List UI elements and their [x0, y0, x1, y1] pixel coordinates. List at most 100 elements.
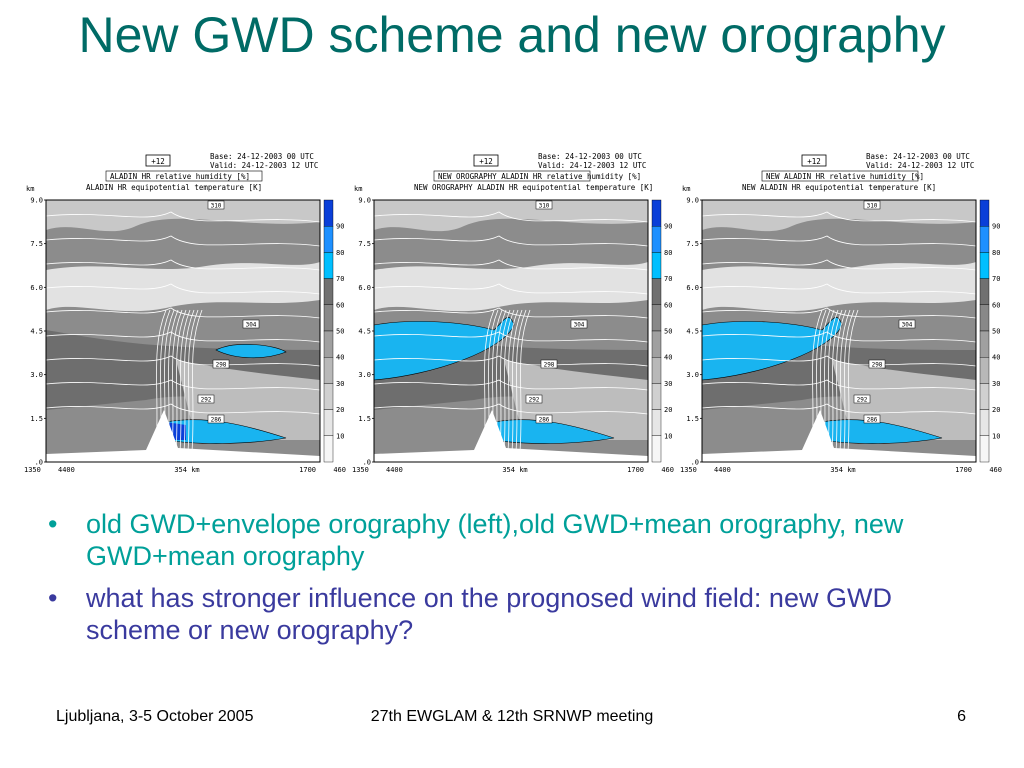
- colorbar-segment: [323, 435, 334, 463]
- contour-line: [45, 259, 321, 271]
- band-middle: [46, 262, 320, 312]
- contour-label: 286: [867, 417, 878, 424]
- wave-contour: [499, 309, 511, 453]
- base-time: Base: 24-12-2003 00 UTC: [538, 152, 642, 161]
- contour-label-box: [868, 359, 886, 369]
- band-upper: [702, 200, 976, 232]
- moist-area-lower: [493, 419, 615, 444]
- y-tick-label: 9.0: [686, 197, 699, 205]
- wave-contour: [511, 309, 523, 453]
- colorbar-segment: [323, 409, 334, 437]
- contour-line: [45, 307, 321, 319]
- contour-line: [701, 211, 977, 223]
- contour-line: [701, 331, 977, 343]
- x-label-left-2: 4400: [58, 466, 75, 474]
- contour-label-box: [242, 319, 260, 329]
- x-label-right-1: 1700: [627, 466, 644, 474]
- band-upper: [374, 200, 648, 232]
- footer-page-number: 6: [957, 708, 966, 725]
- y-tick-label: 9.0: [358, 197, 371, 205]
- y-unit: km: [682, 185, 690, 193]
- x-label-right-2: 460: [661, 466, 674, 474]
- field1-box: [105, 170, 263, 182]
- contour-line: [45, 379, 321, 391]
- contour-label-box: [197, 394, 215, 404]
- base-time: Base: 24-12-2003 00 UTC: [210, 152, 314, 161]
- colorbar-segment: [979, 225, 990, 253]
- contour-line: [373, 355, 649, 367]
- y-tick-label: 1.5: [686, 415, 699, 423]
- field1-box: [433, 170, 591, 182]
- forecast-range: +12: [151, 157, 165, 166]
- wave-contour: [839, 309, 851, 453]
- contour-label-box: [212, 359, 230, 369]
- colorbar-segment: [651, 383, 662, 410]
- x-label-center: 354 km: [830, 466, 855, 474]
- contour-line: [373, 211, 649, 223]
- y-tick-label: 3.0: [686, 371, 699, 379]
- cross-section-panels: +12 Base: 24-12-2003 00 UTC Valid: 24-12-2…: [20, 146, 1004, 482]
- y-tick-label: 1.5: [358, 415, 371, 423]
- colorbar-label: 30: [992, 380, 1000, 388]
- colorbar-label: 70: [664, 275, 672, 283]
- colorbar-segment: [979, 383, 990, 410]
- y-tick-label: 6.0: [358, 284, 371, 292]
- colorbar-label: 40: [992, 354, 1000, 362]
- colorbar-segment: [651, 278, 662, 306]
- forecast-box: [473, 154, 499, 167]
- colorbar-label: 10: [992, 432, 1000, 440]
- bullet-symbol: •: [48, 509, 58, 539]
- y-tick-label: 1.5: [30, 415, 43, 423]
- orography: [46, 410, 320, 462]
- footer-location: Ljubljana, 3-5 October 2005: [56, 708, 254, 725]
- wave-contour: [843, 309, 855, 453]
- x-label-left-2: 4400: [386, 466, 403, 474]
- colorbar-segment: [651, 330, 662, 358]
- colorbar-label: 20: [664, 406, 672, 414]
- colorbar-label: 80: [336, 249, 344, 257]
- contour-label: 292: [529, 397, 540, 404]
- contour-line: [701, 355, 977, 367]
- colorbar-segment: [979, 278, 990, 306]
- contour-line: [45, 355, 321, 367]
- y-tick-label: 6.0: [686, 284, 699, 292]
- colorbar-segment: [651, 252, 662, 279]
- y-unit: km: [26, 185, 34, 193]
- wave-contour: [519, 309, 531, 453]
- colorbar-label: 60: [992, 301, 1000, 309]
- field2-label: NEW OROGRAPHY ALADIN HR equipotential te…: [414, 183, 653, 192]
- colorbar-label: 20: [336, 406, 344, 414]
- contour-line: [701, 403, 977, 415]
- contour-label: 292: [201, 397, 212, 404]
- contour-line: [701, 235, 977, 247]
- bullet-text-2: what has stronger influence on the progn…: [86, 583, 892, 645]
- wave-contour: [827, 309, 839, 453]
- contour-label: 292: [857, 397, 868, 404]
- x-label-left-2: 4400: [714, 466, 731, 474]
- contour-label-box: [207, 414, 225, 424]
- colorbar-segment: [323, 252, 334, 279]
- contour-label-box: [535, 414, 553, 424]
- wave-contour: [179, 309, 191, 453]
- y-tick-label: 4.5: [30, 328, 43, 336]
- colorbar-label: 40: [664, 354, 672, 362]
- y-tick-label: 7.5: [358, 240, 371, 248]
- colorbar-segment: [651, 199, 662, 227]
- wave-contour: [187, 309, 199, 453]
- base-time: Base: 24-12-2003 00 UTC: [866, 152, 970, 161]
- colorbar-label: 60: [664, 301, 672, 309]
- band-upper: [46, 200, 320, 232]
- y-tick-label: 9.0: [30, 197, 43, 205]
- colorbar-segment: [979, 330, 990, 358]
- contour-label-box: [525, 394, 543, 404]
- cross-section-right: +12 Base: 24-12-2003 00 UTC Valid: 24-12-2…: [676, 146, 1004, 482]
- valid-time: Valid: 24-12-2003 12 UTC: [866, 161, 974, 170]
- contour-label: 310: [539, 203, 550, 210]
- colorbar-segment: [651, 304, 662, 332]
- moist-area-upper: [215, 344, 287, 359]
- bullet-text-1: old GWD+envelope orography (left),old GW…: [86, 509, 904, 571]
- contour-line: [45, 283, 321, 295]
- contour-line: [701, 307, 977, 319]
